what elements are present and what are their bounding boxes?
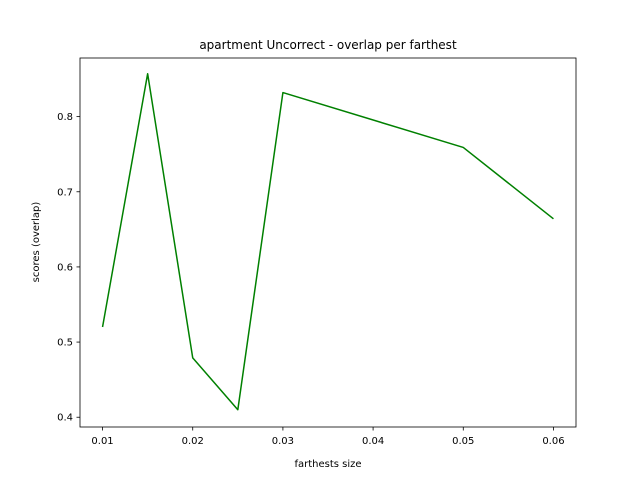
x-tick-label: 0.06	[542, 436, 564, 447]
y-axis: 0.4 0.5 0.6 0.7 0.8	[57, 112, 80, 424]
x-axis: 0.01 0.02 0.03 0.04 0.05 0.06	[91, 427, 565, 447]
y-tick-label: 0.5	[57, 338, 73, 349]
plot-series-layer	[101, 73, 554, 411]
y-tick-label: 0.4	[57, 413, 73, 424]
x-tick-label: 0.02	[182, 436, 204, 447]
x-tick-label: 0.01	[91, 436, 113, 447]
x-axis-label: farthests size	[294, 459, 361, 470]
x-tick-label: 0.05	[452, 436, 474, 447]
y-axis-label: scores (overlap)	[31, 202, 42, 283]
y-tick-label: 0.7	[57, 187, 73, 198]
plot-frame	[79, 57, 577, 428]
chart-title: apartment Uncorrect - overlap per farthe…	[199, 38, 457, 52]
y-tick-label: 0.8	[57, 112, 73, 123]
y-tick-label: 0.6	[57, 262, 73, 273]
x-tick-label: 0.03	[272, 436, 294, 447]
series-line-0	[101, 73, 554, 411]
x-tick-label: 0.04	[362, 436, 384, 447]
